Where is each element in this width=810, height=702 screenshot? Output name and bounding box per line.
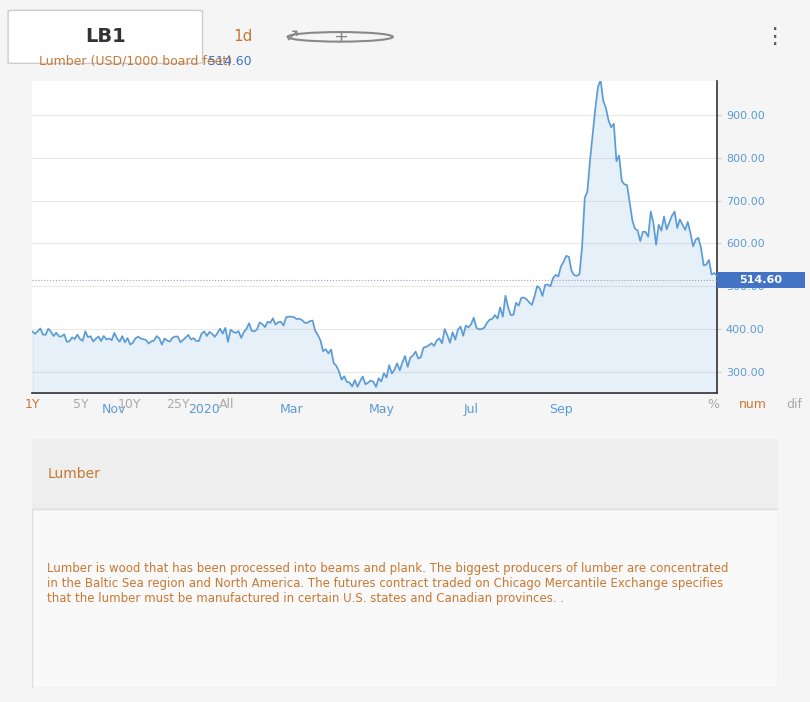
- Text: Lumber: Lumber: [47, 467, 100, 481]
- Text: 25Y: 25Y: [166, 398, 190, 411]
- Text: 1Y: 1Y: [24, 398, 40, 411]
- Text: 514.60: 514.60: [208, 55, 252, 68]
- Text: Lumber is wood that has been processed into beams and plank. The biggest produce: Lumber is wood that has been processed i…: [47, 562, 729, 605]
- FancyBboxPatch shape: [8, 11, 202, 63]
- Text: ⋮: ⋮: [764, 27, 786, 47]
- FancyBboxPatch shape: [32, 439, 778, 688]
- Text: 10Y: 10Y: [117, 398, 142, 411]
- Text: All: All: [219, 398, 235, 411]
- FancyBboxPatch shape: [717, 272, 805, 288]
- Text: LB1: LB1: [85, 27, 126, 46]
- FancyBboxPatch shape: [32, 439, 778, 508]
- Text: num: num: [740, 398, 767, 411]
- Text: Lumber (USD/1000 board feet): Lumber (USD/1000 board feet): [39, 55, 232, 68]
- Text: dif: dif: [786, 398, 802, 411]
- Text: 5Y: 5Y: [73, 398, 89, 411]
- Text: 1d: 1d: [233, 29, 253, 44]
- Text: 514.60: 514.60: [740, 275, 782, 285]
- Text: %: %: [707, 398, 718, 411]
- Text: ↗: ↗: [284, 28, 299, 46]
- Text: +: +: [333, 28, 347, 46]
